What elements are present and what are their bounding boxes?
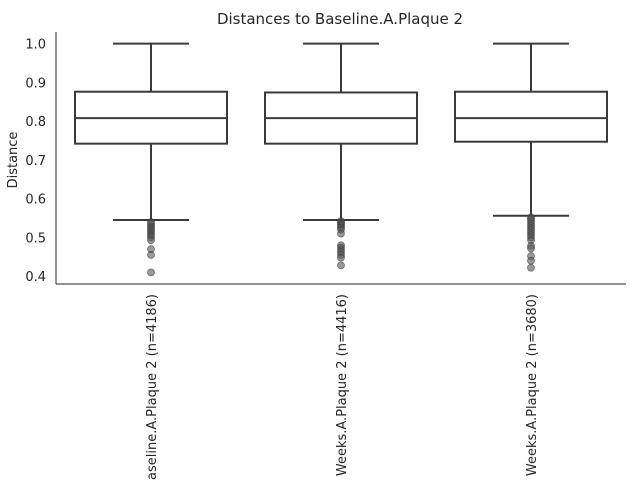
iqr-box [454, 90, 608, 143]
y-axis-ticks: 0.4 0.5 0.6 0.7 0.8 0.9 1.0 [25, 38, 46, 286]
y-tick-label: 0.5 [25, 231, 46, 246]
box-2 [264, 42, 418, 270]
outlier-point [527, 263, 535, 272]
outlier-point [147, 268, 155, 277]
y-tick-label: 0.6 [25, 193, 46, 208]
outlier-point [337, 253, 345, 262]
outlier-point [337, 229, 345, 238]
outlier-point [337, 261, 345, 270]
outlier-point [527, 244, 535, 253]
y-tick-label: 0.7 [25, 154, 46, 169]
axes [55, 32, 626, 285]
x-tick-label: 6 Weeks.A.Plaque 2 (n=4416) [335, 294, 350, 480]
y-tick-label: 0.4 [25, 270, 46, 285]
x-tick-label: Baseline.A.Plaque 2 (n=4186) [145, 294, 160, 480]
outlier-point [147, 251, 155, 259]
box-1 [74, 42, 228, 277]
y-tick-label: 0.9 [25, 76, 46, 91]
outlier-point [147, 236, 155, 245]
boxes [74, 42, 608, 277]
y-tick-label: 0.8 [25, 115, 46, 130]
outlier-point [527, 256, 535, 265]
y-tick-label: 1.0 [25, 38, 46, 53]
chart-title: Distances to Baseline.A.Plaque 2 [217, 10, 463, 28]
box-3 [454, 42, 608, 272]
x-tick-label: 12 Weeks.A.Plaque 2 (n=3680) [525, 294, 540, 480]
x-axis-ticks: Baseline.A.Plaque 2 (n=4186) 6 Weeks.A.Pl… [145, 294, 540, 480]
y-axis-label: Distance [6, 132, 21, 189]
